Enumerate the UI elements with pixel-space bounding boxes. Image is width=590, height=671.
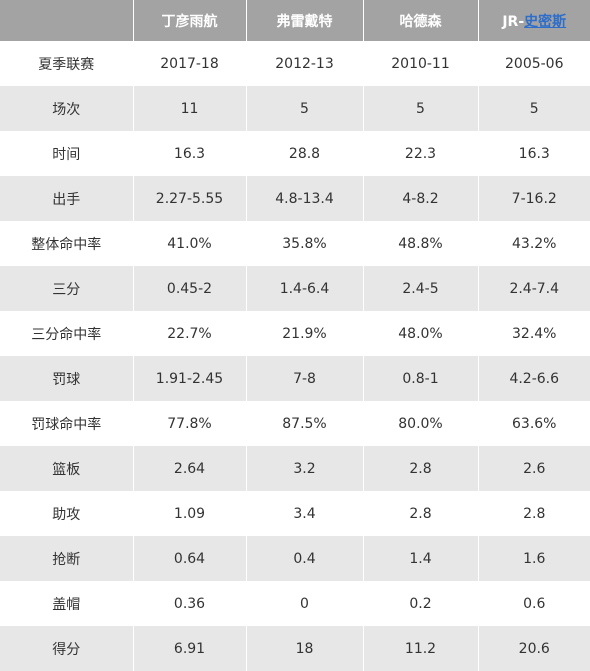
row-label: 助攻 bbox=[0, 491, 134, 536]
table-cell: 2.4-7.4 bbox=[478, 266, 590, 311]
row-label: 时间 bbox=[0, 131, 134, 176]
table-cell: 3.2 bbox=[246, 446, 364, 491]
table-cell: 4.8-13.4 bbox=[246, 176, 364, 221]
row-label: 三分 bbox=[0, 266, 134, 311]
table-cell: 2.4-5 bbox=[363, 266, 479, 311]
header-player-4-prefix: JR- bbox=[502, 13, 525, 30]
table-cell: 2010-11 bbox=[363, 41, 479, 86]
table-row: 三分 0.45-2 1.4-6.4 2.4-5 2.4-7.4 bbox=[0, 266, 590, 311]
table-cell: 2.8 bbox=[478, 491, 590, 536]
table-cell: 1.91-2.45 bbox=[133, 356, 247, 401]
table-row: 场次 11 5 5 5 bbox=[0, 86, 590, 131]
row-label: 抢断 bbox=[0, 536, 134, 581]
table-cell: 0.4 bbox=[246, 536, 364, 581]
table-row: 出手 2.27-5.55 4.8-13.4 4-8.2 7-16.2 bbox=[0, 176, 590, 221]
table-cell: 0.36 bbox=[133, 581, 247, 626]
table-cell: 1.4 bbox=[363, 536, 479, 581]
table-cell: 63.6% bbox=[478, 401, 590, 446]
table-cell: 1.09 bbox=[133, 491, 247, 536]
table-row: 罚球命中率 77.8% 87.5% 80.0% 63.6% bbox=[0, 401, 590, 446]
table-cell: 2.8 bbox=[363, 491, 479, 536]
player-link[interactable]: 史密斯 bbox=[524, 13, 567, 30]
table-row: 助攻 1.09 3.4 2.8 2.8 bbox=[0, 491, 590, 536]
table-cell: 1.6 bbox=[478, 536, 590, 581]
table-cell: 48.8% bbox=[363, 221, 479, 266]
table-cell: 87.5% bbox=[246, 401, 364, 446]
table-cell: 1.4-6.4 bbox=[246, 266, 364, 311]
table-cell: 2.64 bbox=[133, 446, 247, 491]
row-label: 整体命中率 bbox=[0, 221, 134, 266]
table-cell: 4-8.2 bbox=[363, 176, 479, 221]
row-label: 罚球命中率 bbox=[0, 401, 134, 446]
table-cell: 48.0% bbox=[363, 311, 479, 356]
table-cell: 43.2% bbox=[478, 221, 590, 266]
header-player-2: 弗雷戴特 bbox=[246, 0, 364, 41]
row-label: 三分命中率 bbox=[0, 311, 134, 356]
table-cell: 0.64 bbox=[133, 536, 247, 581]
table-row: 整体命中率 41.0% 35.8% 48.8% 43.2% bbox=[0, 221, 590, 266]
table-row: 罚球 1.91-2.45 7-8 0.8-1 4.2-6.6 bbox=[0, 356, 590, 401]
row-label: 出手 bbox=[0, 176, 134, 221]
table-cell: 0.6 bbox=[478, 581, 590, 626]
row-label: 夏季联赛 bbox=[0, 41, 134, 86]
header-corner bbox=[0, 0, 134, 41]
header-player-4: JR-史密斯 bbox=[478, 0, 590, 41]
table-cell: 11.2 bbox=[363, 626, 479, 671]
header-row: 丁彦雨航 弗雷戴特 哈德森 JR-史密斯 bbox=[0, 0, 590, 41]
table-cell: 35.8% bbox=[246, 221, 364, 266]
table-cell: 22.7% bbox=[133, 311, 247, 356]
table-row: 得分 6.91 18 11.2 20.6 bbox=[0, 626, 590, 671]
table-row: 时间 16.3 28.8 22.3 16.3 bbox=[0, 131, 590, 176]
table-cell: 0.2 bbox=[363, 581, 479, 626]
table-cell: 32.4% bbox=[478, 311, 590, 356]
table-cell: 0 bbox=[246, 581, 364, 626]
header-player-1: 丁彦雨航 bbox=[133, 0, 247, 41]
header-player-3: 哈德森 bbox=[363, 0, 479, 41]
table-cell: 28.8 bbox=[246, 131, 364, 176]
table-cell: 0.8-1 bbox=[363, 356, 479, 401]
table-cell: 21.9% bbox=[246, 311, 364, 356]
table-cell: 5 bbox=[363, 86, 479, 131]
table-row: 盖帽 0.36 0 0.2 0.6 bbox=[0, 581, 590, 626]
table-cell: 80.0% bbox=[363, 401, 479, 446]
table-cell: 2017-18 bbox=[133, 41, 247, 86]
table-cell: 18 bbox=[246, 626, 364, 671]
table-cell: 20.6 bbox=[478, 626, 590, 671]
table-body: 夏季联赛 2017-18 2012-13 2010-11 2005-06 场次 11 5 5 5 时… bbox=[0, 41, 590, 671]
table-cell: 5 bbox=[478, 86, 590, 131]
table-cell: 16.3 bbox=[133, 131, 247, 176]
table-cell: 4.2-6.6 bbox=[478, 356, 590, 401]
table-cell: 6.91 bbox=[133, 626, 247, 671]
table-cell: 16.3 bbox=[478, 131, 590, 176]
table-row: 三分命中率 22.7% 21.9% 48.0% 32.4% bbox=[0, 311, 590, 356]
table-cell: 2005-06 bbox=[478, 41, 590, 86]
table-row: 抢断 0.64 0.4 1.4 1.6 bbox=[0, 536, 590, 581]
row-label: 篮板 bbox=[0, 446, 134, 491]
table-cell: 2.27-5.55 bbox=[133, 176, 247, 221]
row-label: 罚球 bbox=[0, 356, 134, 401]
table-cell: 77.8% bbox=[133, 401, 247, 446]
table-cell: 3.4 bbox=[246, 491, 364, 536]
table-cell: 7-8 bbox=[246, 356, 364, 401]
table-cell: 2.6 bbox=[478, 446, 590, 491]
table-cell: 2012-13 bbox=[246, 41, 364, 86]
table-cell: 2.8 bbox=[363, 446, 479, 491]
table-cell: 0.45-2 bbox=[133, 266, 247, 311]
table-cell: 5 bbox=[246, 86, 364, 131]
table-cell: 11 bbox=[133, 86, 247, 131]
table-row: 夏季联赛 2017-18 2012-13 2010-11 2005-06 bbox=[0, 41, 590, 86]
row-label: 盖帽 bbox=[0, 581, 134, 626]
table-cell: 41.0% bbox=[133, 221, 247, 266]
table-cell: 22.3 bbox=[363, 131, 479, 176]
table-cell: 7-16.2 bbox=[478, 176, 590, 221]
row-label: 得分 bbox=[0, 626, 134, 671]
table-row: 篮板 2.64 3.2 2.8 2.6 bbox=[0, 446, 590, 491]
row-label: 场次 bbox=[0, 86, 134, 131]
